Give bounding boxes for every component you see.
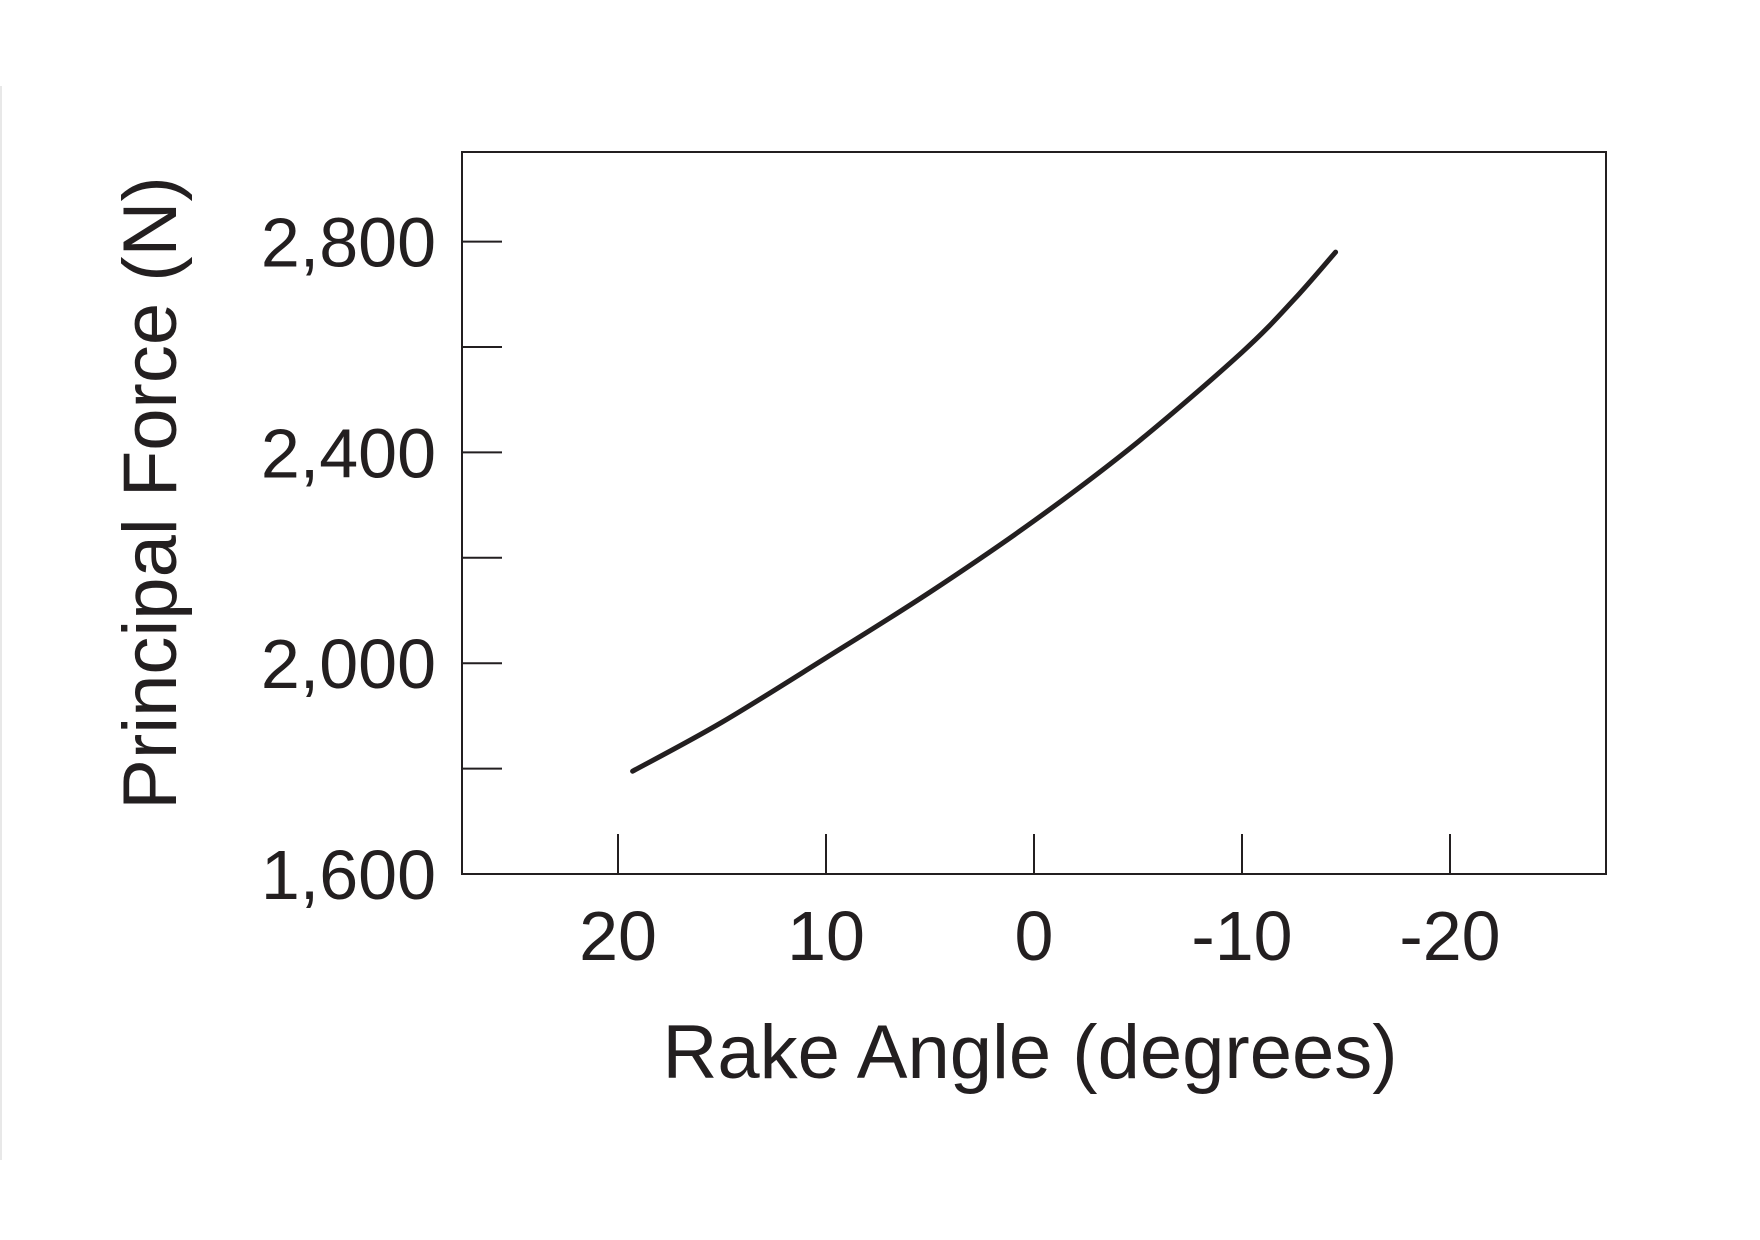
x-tick-label: 0: [1015, 897, 1054, 975]
left-edge-rule: [0, 86, 2, 1160]
y-tick-label: 2,000: [261, 625, 436, 703]
x-tick-label: -10: [1191, 897, 1292, 975]
y-tick-label: 1,600: [261, 836, 436, 914]
y-tick-label: 2,400: [261, 414, 436, 492]
plot-frame: [461, 151, 1607, 875]
series-layer: [630, 249, 1339, 774]
y-tick-label: 2,800: [261, 204, 436, 282]
x-tick-label: -20: [1399, 897, 1500, 975]
y-axis-label: Principal Force (N): [108, 176, 193, 809]
x-axis-label: Rake Angle (degrees): [662, 1010, 1397, 1095]
x-ticks: 20 10 0 -10 -20: [579, 834, 1501, 975]
series-line: [630, 249, 1339, 774]
x-tick-label: 10: [787, 897, 865, 975]
y-ticks: 1,600 2,000 2,400 2,800: [261, 204, 502, 914]
x-tick-label: 20: [579, 897, 657, 975]
